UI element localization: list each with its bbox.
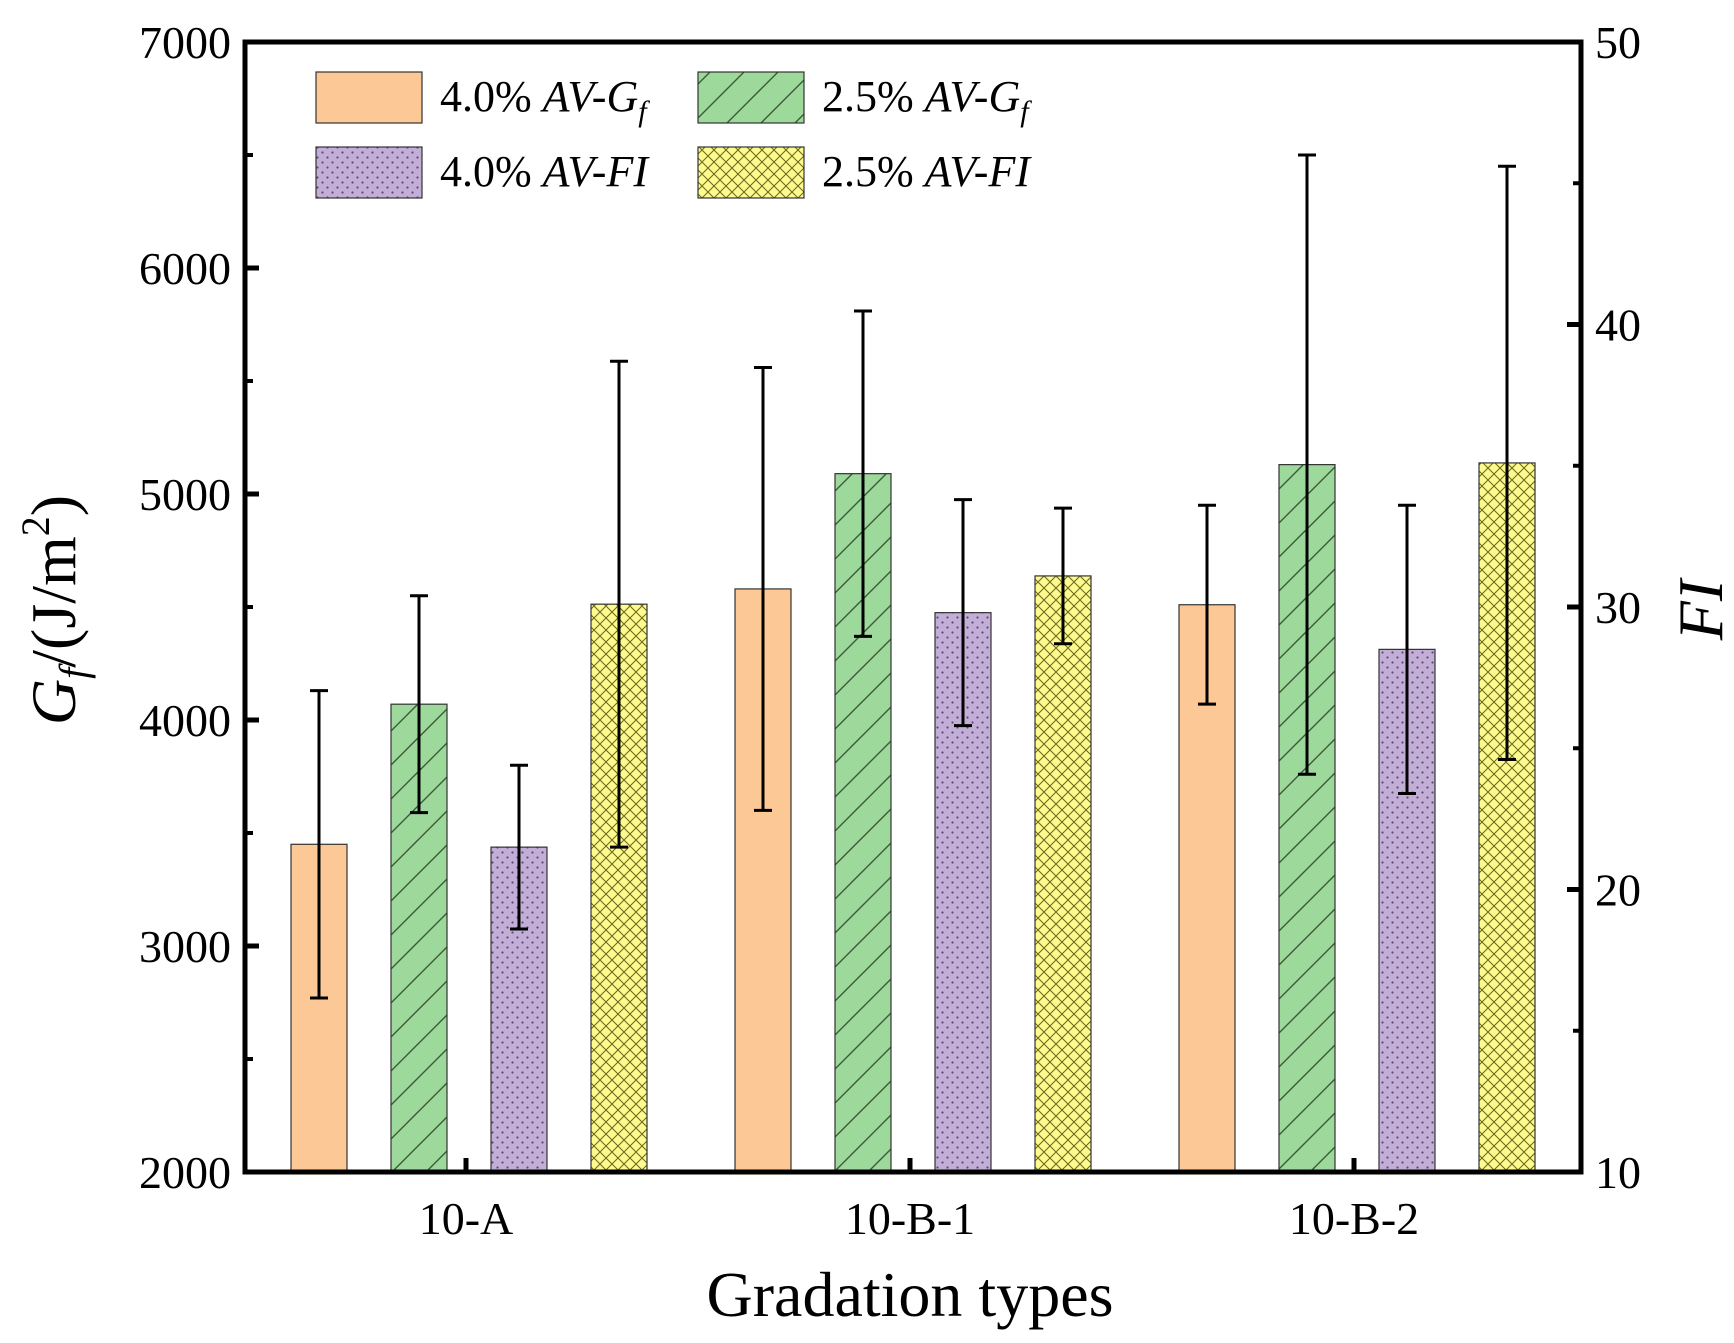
error-bar <box>1398 503 1416 795</box>
error-bar <box>754 365 772 812</box>
legend-swatch-outline <box>697 71 805 124</box>
x-axis-title: Gradation types <box>707 1259 1114 1330</box>
left-tick-label: 4000 <box>139 695 231 746</box>
legend-label: 4.0% AV-FI <box>440 147 650 196</box>
left-tick-label: 3000 <box>139 921 231 972</box>
error-bar <box>310 689 328 1000</box>
right-tick-label: 20 <box>1595 865 1641 916</box>
right-axis-ticks: 10 20 30 40 50 <box>1567 17 1641 1198</box>
legend-item: 4.0% AV-Gf <box>315 71 650 128</box>
right-tick-label: 10 <box>1595 1147 1641 1198</box>
x-tick-label: 10-B-2 <box>1289 1193 1419 1244</box>
error-bar <box>1498 164 1516 762</box>
legend-swatch <box>316 72 422 123</box>
legend-swatch-outline <box>315 71 423 124</box>
error-bar <box>1054 506 1072 646</box>
left-axis-title: Gf/(J/m2) <box>13 495 96 725</box>
legend-swatch-pattern <box>316 147 422 198</box>
bar <box>1478 462 1536 1173</box>
left-tick-label: 6000 <box>139 243 231 294</box>
error-bars-layer <box>310 153 1516 1000</box>
left-axis-ticks: 2000 3000 4000 5000 6000 7000 <box>139 17 259 1198</box>
legend-label: 2.5% AV-Gf <box>822 72 1032 128</box>
x-axis-ticks: 10-A 10-B-1 10-B-2 <box>419 1158 1419 1244</box>
legend-swatch-pattern <box>698 72 804 123</box>
left-tick-label: 7000 <box>139 17 231 68</box>
right-tick-label: 40 <box>1595 300 1641 351</box>
legend-item: 2.5% AV-Gf <box>697 71 1032 128</box>
left-tick-label: 5000 <box>139 469 231 520</box>
legend-item: 4.0% AV-FI <box>315 146 650 199</box>
legend: 4.0% AV-Gf 2.5% AV-Gf 4.0% AV-FI 2.5% AV-FI <box>315 71 1032 199</box>
legend-item: 2.5% AV-FI <box>697 146 1032 199</box>
right-tick-label: 30 <box>1595 582 1641 633</box>
legend-swatch-outline <box>697 146 805 199</box>
x-tick-label: 10-A <box>419 1193 514 1244</box>
error-bar <box>610 359 628 849</box>
right-axis-title: FI <box>1665 577 1734 641</box>
legend-label: 2.5% AV-FI <box>822 147 1032 196</box>
error-bar <box>510 763 528 931</box>
error-bar <box>1198 503 1216 706</box>
legend-swatch-pattern <box>698 147 804 198</box>
error-bar <box>410 594 428 815</box>
bar <box>1034 575 1092 1173</box>
error-bar <box>854 309 872 638</box>
bars-layer <box>290 462 1536 1173</box>
error-bar <box>954 498 972 728</box>
right-tick-label: 50 <box>1595 17 1641 68</box>
left-tick-label: 2000 <box>139 1147 231 1198</box>
legend-swatch-outline <box>315 146 423 199</box>
x-tick-label: 10-B-1 <box>845 1193 975 1244</box>
legend-label: 4.0% AV-Gf <box>440 72 650 128</box>
bar <box>390 703 448 1173</box>
bar-pattern <box>1035 575 1091 1172</box>
error-bar <box>1298 153 1316 776</box>
